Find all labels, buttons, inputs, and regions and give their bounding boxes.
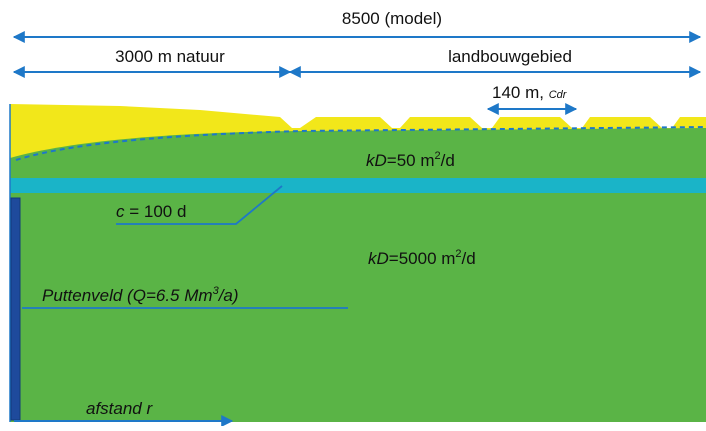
aquitard-layer (10, 176, 706, 193)
top-layer-kd-label: kD=50 m2/d (366, 150, 455, 170)
aquifer-kd-label: kD=5000 m2/d (368, 248, 476, 268)
nature-zone-label: 3000 m natuur (115, 47, 225, 66)
ditch-spacing-label: 140 m, Cdr (492, 83, 568, 102)
wellfield-bar (10, 197, 21, 421)
water-table-line (15, 126, 706, 161)
main-aquifer (10, 192, 706, 422)
distance-axis-label: afstand r (86, 399, 153, 418)
agri-zone-label: landbouwgebied (448, 47, 572, 66)
wellfield-label: Puttenveld (Q=6.5 Mm3/a) (42, 285, 239, 305)
aquitard-leader-line (116, 185, 283, 225)
saturated-zone (10, 128, 706, 178)
model-width-label: 8500 (model) (342, 9, 442, 28)
aquitard-c-label: c = 100 d (116, 202, 186, 221)
